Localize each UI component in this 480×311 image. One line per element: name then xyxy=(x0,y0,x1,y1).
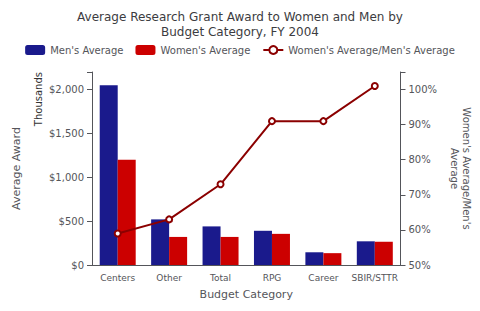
svg-text:Centers: Centers xyxy=(100,273,135,283)
svg-text:90%: 90% xyxy=(409,119,431,130)
svg-text:SBIR/STTR: SBIR/STTR xyxy=(351,273,398,283)
svg-text:Average: Average xyxy=(449,148,460,189)
svg-text:Thousands: Thousands xyxy=(33,72,44,127)
svg-text:60%: 60% xyxy=(409,224,431,235)
svg-text:80%: 80% xyxy=(409,154,431,165)
svg-text:Budget Category, FY 2004: Budget Category, FY 2004 xyxy=(161,25,319,39)
svg-text:Average Research Grant Award t: Average Research Grant Award to Women an… xyxy=(77,10,403,24)
svg-text:$1,000: $1,000 xyxy=(49,172,84,183)
svg-text:Women's Average/Men's: Women's Average/Men's xyxy=(461,107,472,229)
svg-text:100%: 100% xyxy=(409,84,438,95)
svg-text:70%: 70% xyxy=(409,189,431,200)
svg-text:Men's Average: Men's Average xyxy=(50,45,123,56)
svg-text:RPG: RPG xyxy=(263,273,282,283)
svg-text:$500: $500 xyxy=(59,216,84,227)
svg-text:Career: Career xyxy=(308,273,338,283)
svg-text:Average Award: Average Award xyxy=(10,127,23,210)
svg-text:Budget Category: Budget Category xyxy=(200,288,294,301)
svg-text:Other: Other xyxy=(156,273,182,283)
svg-text:$0: $0 xyxy=(71,260,84,271)
svg-text:$1,500: $1,500 xyxy=(49,128,84,139)
svg-text:Women's Average: Women's Average xyxy=(160,45,250,56)
svg-text:Total: Total xyxy=(209,273,231,283)
svg-text:50%: 50% xyxy=(409,260,431,271)
svg-text:$2,000: $2,000 xyxy=(49,84,84,95)
svg-text:Women's Average/Men's Average: Women's Average/Men's Average xyxy=(288,45,455,56)
